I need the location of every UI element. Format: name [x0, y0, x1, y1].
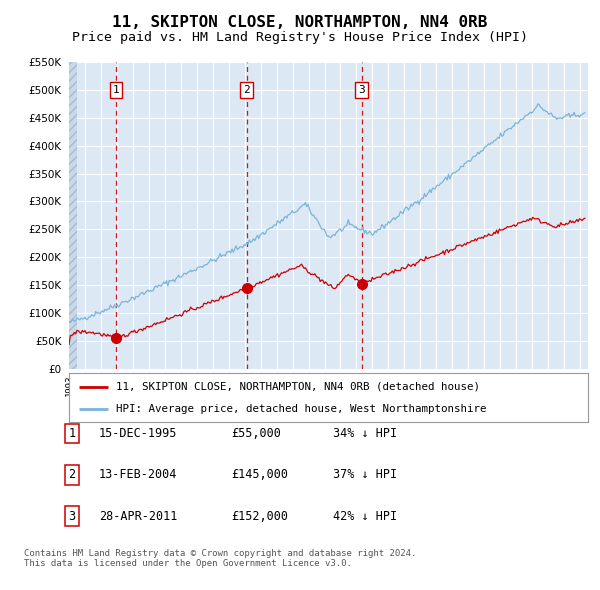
Text: £152,000: £152,000	[231, 510, 288, 523]
Text: Price paid vs. HM Land Registry's House Price Index (HPI): Price paid vs. HM Land Registry's House …	[72, 31, 528, 44]
Text: £145,000: £145,000	[231, 468, 288, 481]
Text: 11, SKIPTON CLOSE, NORTHAMPTON, NN4 0RB (detached house): 11, SKIPTON CLOSE, NORTHAMPTON, NN4 0RB …	[116, 382, 480, 392]
Text: 13-FEB-2004: 13-FEB-2004	[99, 468, 178, 481]
Text: 34% ↓ HPI: 34% ↓ HPI	[333, 427, 397, 440]
Text: 15-DEC-1995: 15-DEC-1995	[99, 427, 178, 440]
Text: 42% ↓ HPI: 42% ↓ HPI	[333, 510, 397, 523]
Text: 3: 3	[358, 85, 365, 95]
Text: Contains HM Land Registry data © Crown copyright and database right 2024.: Contains HM Land Registry data © Crown c…	[24, 549, 416, 558]
Text: 11, SKIPTON CLOSE, NORTHAMPTON, NN4 0RB: 11, SKIPTON CLOSE, NORTHAMPTON, NN4 0RB	[112, 15, 488, 30]
Text: 2: 2	[68, 468, 76, 481]
Text: 28-APR-2011: 28-APR-2011	[99, 510, 178, 523]
Text: HPI: Average price, detached house, West Northamptonshire: HPI: Average price, detached house, West…	[116, 404, 486, 414]
Text: 37% ↓ HPI: 37% ↓ HPI	[333, 468, 397, 481]
Bar	[69, 62, 77, 369]
Text: 1: 1	[68, 427, 76, 440]
Text: This data is licensed under the Open Government Licence v3.0.: This data is licensed under the Open Gov…	[24, 559, 352, 568]
Text: 3: 3	[68, 510, 76, 523]
Text: 1: 1	[113, 85, 119, 95]
Text: 2: 2	[243, 85, 250, 95]
Text: £55,000: £55,000	[231, 427, 281, 440]
